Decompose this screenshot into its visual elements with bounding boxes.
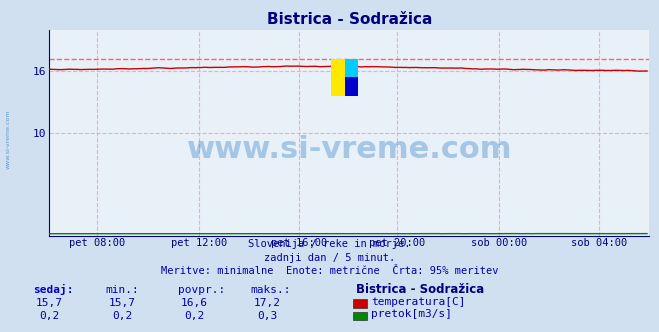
Text: www.si-vreme.com: www.si-vreme.com: [5, 110, 11, 169]
Polygon shape: [345, 77, 358, 96]
Text: www.si-vreme.com: www.si-vreme.com: [186, 135, 512, 164]
Text: 17,2: 17,2: [254, 298, 280, 308]
Text: Slovenija / reke in morje.: Slovenija / reke in morje.: [248, 239, 411, 249]
Text: Meritve: minimalne  Enote: metrične  Črta: 95% meritev: Meritve: minimalne Enote: metrične Črta:…: [161, 266, 498, 276]
Text: 15,7: 15,7: [109, 298, 135, 308]
Text: maks.:: maks.:: [250, 285, 291, 295]
Text: 16,6: 16,6: [181, 298, 208, 308]
Text: 0,2: 0,2: [112, 311, 132, 321]
Polygon shape: [345, 59, 358, 77]
Text: 0,2: 0,2: [185, 311, 204, 321]
Text: 0,3: 0,3: [257, 311, 277, 321]
Polygon shape: [331, 59, 345, 96]
Title: Bistrica - Sodražica: Bistrica - Sodražica: [267, 12, 432, 27]
Text: Bistrica - Sodražica: Bistrica - Sodražica: [356, 283, 484, 296]
Text: 0,2: 0,2: [40, 311, 59, 321]
Text: sedaj:: sedaj:: [33, 284, 73, 295]
Text: povpr.:: povpr.:: [178, 285, 225, 295]
Text: min.:: min.:: [105, 285, 139, 295]
Text: 15,7: 15,7: [36, 298, 63, 308]
Text: temperatura[C]: temperatura[C]: [371, 297, 465, 307]
Text: pretok[m3/s]: pretok[m3/s]: [371, 309, 452, 319]
Text: zadnji dan / 5 minut.: zadnji dan / 5 minut.: [264, 253, 395, 263]
